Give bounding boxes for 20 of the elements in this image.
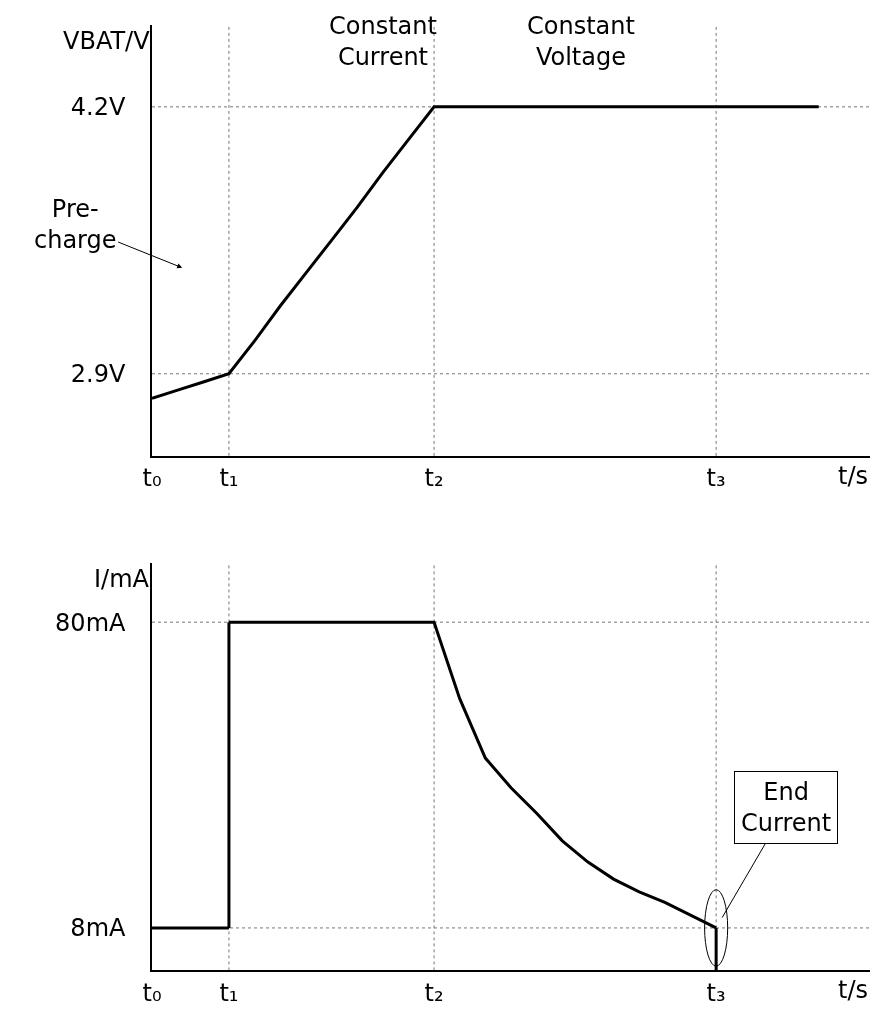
x-axis-title: t/s xyxy=(838,976,868,1004)
y-axis-title: I/mA xyxy=(94,565,150,593)
y-axis-title: VBAT/V xyxy=(63,27,151,55)
x-tick-label: t₃ xyxy=(706,978,726,1007)
y-tick-label: 4.2V xyxy=(70,93,127,122)
y-tick-label: 2.9V xyxy=(70,360,127,389)
x-tick-label: t₂ xyxy=(424,978,444,1007)
annotation: End Current xyxy=(741,778,832,838)
x-tick-label: t₀ xyxy=(142,978,162,1007)
y-tick-label: 8mA xyxy=(70,914,127,943)
x-tick-label: t₁ xyxy=(219,978,239,1007)
text: Pre- charge xyxy=(34,195,117,255)
x-tick-label: t₁ xyxy=(219,464,239,493)
x-tick-label: t₀ xyxy=(142,464,162,493)
annotation: Constant Current xyxy=(329,12,437,72)
y-tick-label: 80mA xyxy=(55,608,127,637)
annotation: Constant Voltage xyxy=(527,12,635,72)
x-tick-label: t₂ xyxy=(424,464,444,493)
x-tick-label: t₃ xyxy=(706,464,726,493)
x-axis-title: t/s xyxy=(838,462,868,490)
